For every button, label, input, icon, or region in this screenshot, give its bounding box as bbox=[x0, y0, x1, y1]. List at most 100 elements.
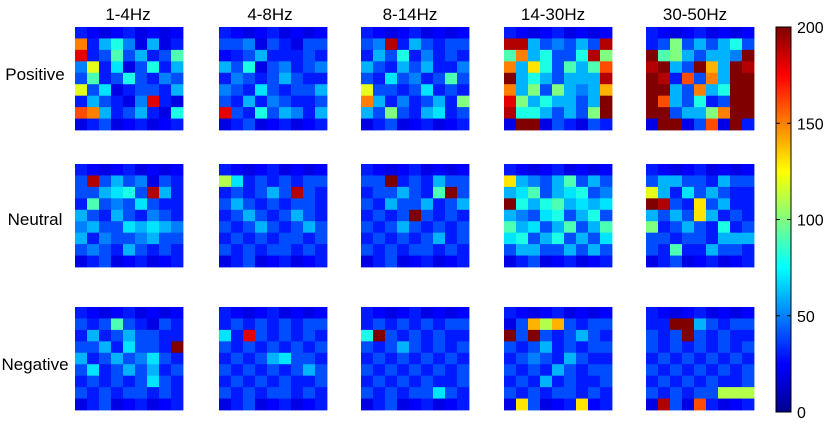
heatmap-cell bbox=[147, 72, 160, 85]
heatmap-cell bbox=[658, 186, 671, 199]
heatmap-cell bbox=[516, 72, 529, 85]
heatmap-cell bbox=[135, 95, 148, 108]
heatmap-cell bbox=[231, 95, 244, 108]
heatmap-cell bbox=[303, 318, 316, 331]
heatmap-cell bbox=[123, 398, 136, 411]
heatmap-cell bbox=[303, 198, 316, 211]
heatmap-cell bbox=[361, 329, 374, 342]
heatmap-cell bbox=[147, 221, 160, 234]
heatmap-cell bbox=[504, 352, 517, 365]
heatmap-cell bbox=[111, 175, 124, 188]
heatmap-cell bbox=[718, 38, 731, 51]
heatmap-cell bbox=[564, 364, 577, 377]
heatmap-cell bbox=[255, 244, 268, 256]
heatmap-cell bbox=[171, 209, 184, 222]
heatmap-cell bbox=[267, 198, 280, 211]
heatmap-cell bbox=[742, 118, 755, 131]
heatmap-cell bbox=[433, 232, 446, 245]
heatmap-cell bbox=[670, 364, 683, 377]
heatmap-cell bbox=[694, 375, 707, 388]
heatmap-cell bbox=[658, 209, 671, 222]
heatmap-cell bbox=[457, 61, 470, 74]
heatmap-cell bbox=[588, 164, 601, 176]
heatmap-cell bbox=[646, 221, 659, 234]
heatmap-cell bbox=[159, 387, 172, 399]
heatmap-cell bbox=[397, 175, 410, 188]
heatmap-cell bbox=[457, 221, 470, 234]
heatmap-cell bbox=[267, 364, 280, 377]
heatmap-cell bbox=[409, 318, 422, 331]
heatmap-cell bbox=[171, 198, 184, 211]
heatmap-cell bbox=[445, 232, 458, 245]
heatmap-cell bbox=[646, 38, 659, 51]
heatmap-cell bbox=[385, 49, 398, 62]
heatmap-cell bbox=[159, 341, 172, 354]
heatmap-cell bbox=[706, 244, 719, 256]
heatmap-cell bbox=[421, 318, 434, 331]
heatmap-cell bbox=[409, 107, 422, 119]
heatmap-cell bbox=[171, 375, 184, 388]
heatmap-cell bbox=[303, 186, 316, 199]
heatmap-cell bbox=[670, 209, 683, 222]
heatmap-cell bbox=[694, 84, 707, 97]
heatmap-cell bbox=[528, 232, 541, 245]
heatmap-cell bbox=[588, 186, 601, 199]
heatmap-cell bbox=[552, 329, 565, 342]
heatmap-cell bbox=[135, 84, 148, 97]
heatmap-cell bbox=[303, 307, 316, 319]
heatmap-cell bbox=[658, 221, 671, 234]
heatmap-cell bbox=[658, 72, 671, 85]
heatmap-cell bbox=[552, 198, 565, 211]
heatmap-cell bbox=[730, 398, 743, 411]
heatmap-cell bbox=[718, 318, 731, 331]
heatmap-cell bbox=[421, 186, 434, 199]
heatmap-cell bbox=[159, 118, 172, 131]
heatmap-cell bbox=[516, 27, 529, 39]
heatmap-cell bbox=[279, 107, 292, 119]
heatmap-cell bbox=[373, 307, 386, 319]
heatmap-cell bbox=[255, 175, 268, 188]
heatmap-cell bbox=[694, 95, 707, 108]
heatmap-cell bbox=[457, 72, 470, 85]
heatmap-cell bbox=[385, 398, 398, 411]
heatmap-cell bbox=[646, 387, 659, 399]
heatmap-cell bbox=[600, 318, 613, 331]
heatmap-cell bbox=[219, 375, 232, 388]
heatmap-cell bbox=[291, 49, 304, 62]
heatmap-cell bbox=[373, 198, 386, 211]
heatmap-cell bbox=[588, 318, 601, 331]
heatmap-cell bbox=[694, 398, 707, 411]
heatmap-cell bbox=[291, 318, 304, 331]
heatmap-cell bbox=[267, 107, 280, 119]
heatmap-cell bbox=[291, 61, 304, 74]
heatmap-cell bbox=[87, 107, 100, 119]
heatmap-cell bbox=[279, 244, 292, 256]
heatmap-cell bbox=[540, 209, 553, 222]
heatmap-cell bbox=[267, 61, 280, 74]
heatmap-cell bbox=[373, 27, 386, 39]
heatmap-cell bbox=[670, 27, 683, 39]
heatmap-cell bbox=[540, 221, 553, 234]
heatmap-cell bbox=[552, 38, 565, 51]
heatmap-cell bbox=[231, 398, 244, 411]
heatmap-cell bbox=[682, 118, 695, 131]
heatmap-cell bbox=[718, 209, 731, 222]
heatmap-cell bbox=[718, 244, 731, 256]
heatmap-cell bbox=[315, 375, 328, 388]
heatmap-cell bbox=[267, 164, 280, 176]
heatmap-cell bbox=[397, 186, 410, 199]
heatmap-cell bbox=[706, 38, 719, 51]
heatmap-cell bbox=[433, 49, 446, 62]
heatmap-cell bbox=[373, 352, 386, 365]
heatmap-cell bbox=[718, 49, 731, 62]
heatmap-cell bbox=[682, 352, 695, 365]
heatmap-cell bbox=[397, 95, 410, 108]
heatmap-cell bbox=[75, 398, 88, 411]
heatmap-cell bbox=[504, 364, 517, 377]
heatmap-cell bbox=[123, 27, 136, 39]
heatmap-cell bbox=[397, 84, 410, 97]
heatmap-cell bbox=[135, 49, 148, 62]
heatmap-cell bbox=[385, 307, 398, 319]
heatmap-cell bbox=[385, 352, 398, 365]
heatmap-cell bbox=[528, 398, 541, 411]
